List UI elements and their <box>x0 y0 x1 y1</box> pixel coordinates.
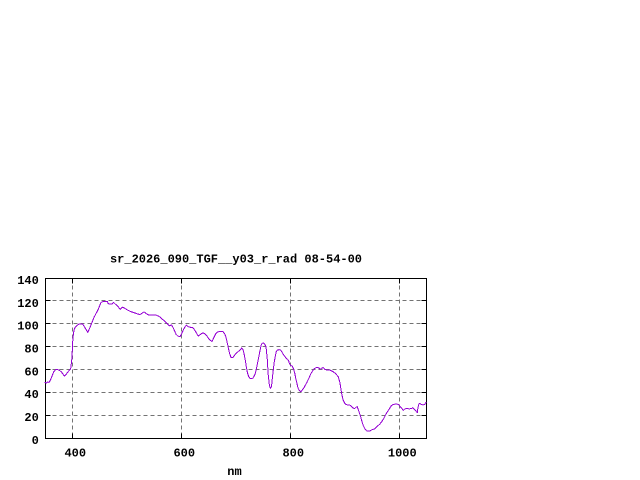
svg-text:20: 20 <box>24 411 38 425</box>
svg-text:nm: nm <box>227 465 241 479</box>
svg-text:80: 80 <box>24 342 38 356</box>
svg-text:0: 0 <box>32 434 39 448</box>
svg-text:60: 60 <box>24 365 38 379</box>
svg-text:120: 120 <box>17 297 39 311</box>
svg-text:1000: 1000 <box>388 447 417 461</box>
svg-text:100: 100 <box>17 320 39 334</box>
svg-text:140: 140 <box>17 274 39 288</box>
svg-text:800: 800 <box>282 447 304 461</box>
svg-text:400: 400 <box>64 447 86 461</box>
svg-text:600: 600 <box>173 447 195 461</box>
svg-text:40: 40 <box>24 388 38 402</box>
svg-text:sr_2026_090_TGF__y03_r_rad 08-: sr_2026_090_TGF__y03_r_rad 08-54-00 <box>110 253 362 267</box>
